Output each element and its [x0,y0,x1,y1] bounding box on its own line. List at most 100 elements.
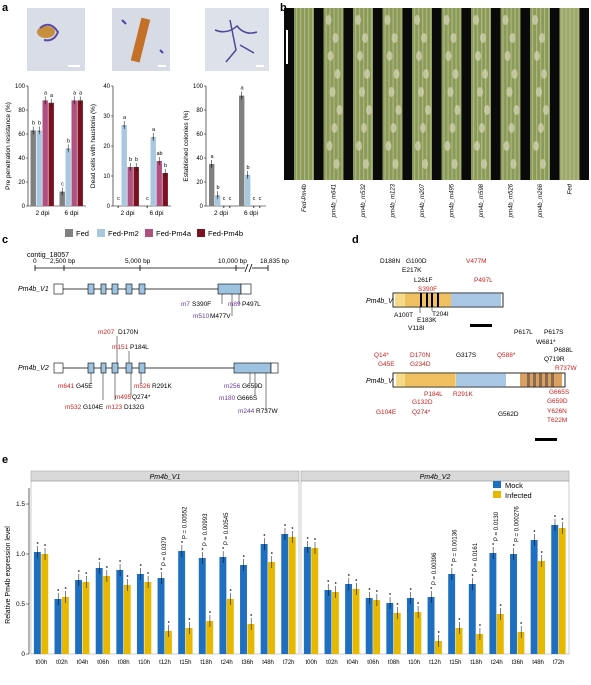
significance-letter: a [44,90,48,96]
d-v2-mutation: P184L [424,391,443,398]
x-tick-label: t18h [470,660,482,666]
bar [245,174,251,206]
leaf-vein [459,8,461,180]
c-v2-mut-g659d: G659D [242,383,263,390]
leaf-spot [503,141,510,151]
d-v2-mutation: G234D [410,361,431,368]
d-v1-mutation: E183K [417,317,437,324]
leaf-spot [393,69,400,79]
c-v2-mut-m495: m495 [115,394,132,401]
legend-mock: Mock [505,481,523,490]
x-tick-label: t24h [221,660,233,666]
leaf-vein [548,8,550,180]
x-tick-label: t00h [35,660,47,666]
bar [530,540,538,654]
data-point [216,195,219,197]
legend-swatch-pm2 [97,229,105,237]
x-tick-label: t06h [367,660,379,666]
bar [150,137,156,206]
bar [42,100,48,206]
bar [476,634,484,654]
significance-letter: c [259,196,262,202]
c-v1-mut-m477v: M477V [210,313,231,320]
leaf-vein [489,8,491,180]
data-point [430,587,433,589]
significance-letter: c [117,196,120,202]
x-tick-label: t12h [159,660,171,666]
leaf-vein [561,8,563,180]
bar [215,195,221,206]
bar [281,534,289,654]
legend-swatch-infected [493,491,501,498]
data-point [44,544,46,546]
data-point [458,618,461,620]
leaf-spot [444,141,451,151]
leaf-spot [395,105,402,115]
x-tick-label: t04h [77,660,89,666]
leaf-label: pm4b_m207 [420,183,426,218]
leaf-spot [533,141,539,151]
leaf-spot [425,105,431,115]
d-v2-mutation: W681* [536,339,556,346]
c-v1-mut-m89: m89 [228,301,241,308]
significance-letter: a [73,90,77,96]
data-point [117,206,119,208]
panel-a-chart-3: 0 20 40 60 80 100 Established colonies (%) 2 dp… [183,84,266,217]
leaf [323,8,344,180]
data-point [389,593,391,595]
c-v1-mut-s390f: S390F [192,301,211,308]
x-tick-label: t02h [326,660,338,666]
y-tick-label: 40 [103,84,110,90]
c-v2-mut-d170n: D170N [118,329,139,336]
data-point [520,622,523,624]
bar [198,558,206,654]
bar [268,562,275,654]
leaf-spot [422,159,428,169]
y-tick-label: 20 [18,180,25,186]
d-v1-mutation: P497L [474,277,493,284]
bar [414,612,422,654]
leaf-spot [477,87,483,97]
bar [558,528,566,654]
facet-title: Pm4b_V1 [150,474,181,481]
leaf-vein [565,8,567,180]
bar [127,167,133,206]
leaf-spot [447,87,454,97]
leaf-spot [450,33,457,43]
y-tick-label: 80 [18,108,25,114]
leaf-label: pm4b_m495 [450,183,456,218]
data-point [291,527,294,529]
d-v2-mutation: D170N [410,352,431,359]
leaf-vein [341,8,343,180]
y-tick-label: 1.5 [16,501,25,508]
d-v2-mutation: Y626N [547,408,567,415]
y-tick-label: 100 [193,84,204,90]
x-tick-label: t15h [180,660,192,666]
d-v1-mutation: V118I [408,325,425,332]
panel-label-b: b [280,2,287,14]
data-point [64,587,67,589]
y-axis-label: Pre penetration resistance (%) [5,102,12,190]
d-v2-mutation: R291K [453,391,474,398]
bar [386,603,394,654]
contig-label: contig_18057 [27,252,69,259]
bar [59,191,65,206]
bar [226,599,234,654]
data-point [209,611,211,613]
leaf-spot [388,87,395,97]
bar [393,613,401,654]
leaf-vein [337,8,339,180]
facet-1: Pm4b_V1 t00h t02h t04h t06h t08h t10h t12h P = 0… [30,470,300,666]
data-point [98,558,101,560]
data-point [451,564,453,566]
d-v1-mutation: V477M [466,258,487,265]
leaf [530,8,550,180]
x-tick-label: t48h [532,660,544,666]
bar [240,565,247,654]
data-point [105,566,108,568]
c-v2-mut-m641: m641 [58,383,75,390]
significance-letter: a [240,86,244,92]
d-v2-mutation: G665S [549,389,570,396]
leaf-vein [514,8,516,180]
data-point [492,543,495,545]
